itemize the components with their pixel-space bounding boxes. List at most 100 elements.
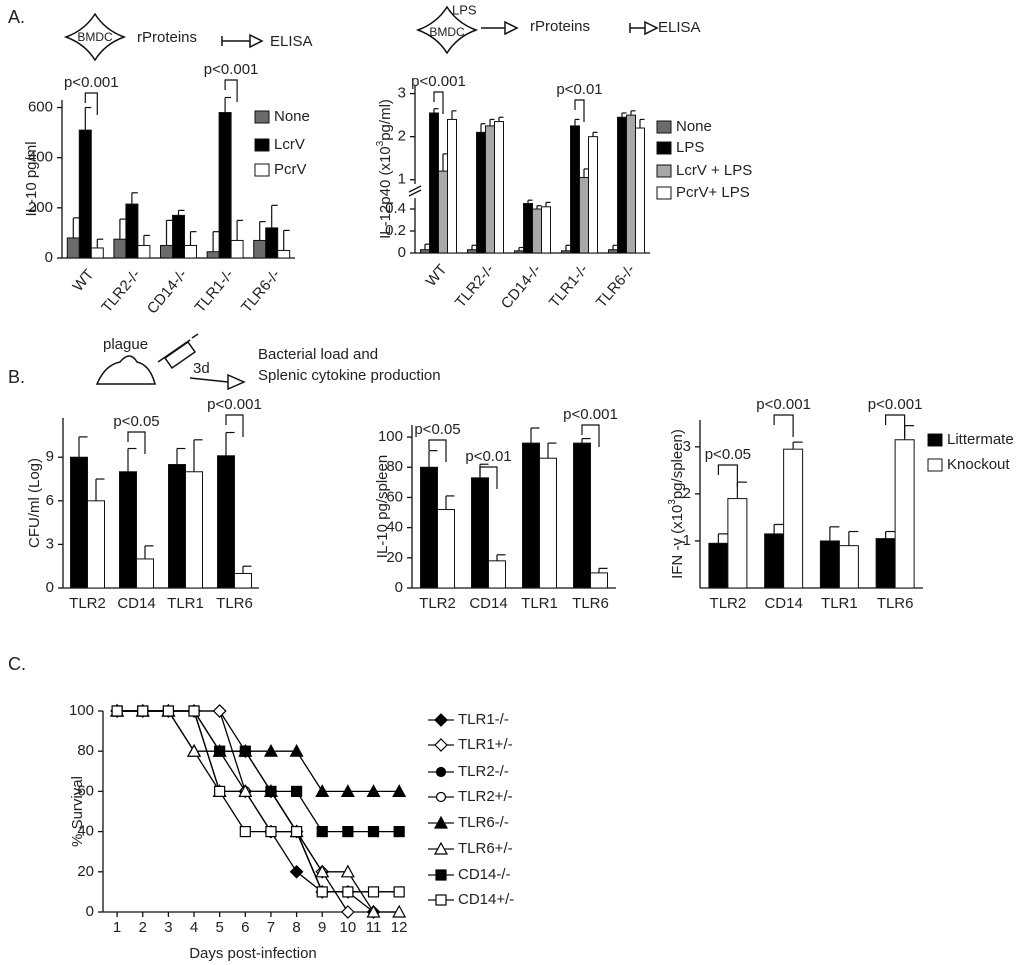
bar [875,538,896,589]
x-tick-label: TLR1 [521,595,558,612]
scheme-text: BMDC [77,30,113,44]
legend-swatch [656,164,672,178]
x-tick-label: 6 [241,919,249,936]
marker [289,743,304,757]
bar [438,170,448,254]
bar [420,466,438,589]
y-axis-label-part: IL-12p40 (x10 [377,146,394,239]
bar [277,249,291,259]
marker [188,705,200,717]
marker [392,784,407,797]
x-tick-label: TLR6 [572,595,609,612]
marker [137,705,149,717]
x-tick-label: 3 [164,919,172,936]
legend-label: CD14+/- [458,891,514,908]
significance-label: p<0.01 [465,448,511,465]
significance-bracket [225,414,244,437]
marker [367,886,380,898]
y-tick-label: 0.2 [385,222,406,239]
significance-label: p<0.05 [113,413,159,430]
bar [113,238,127,259]
y-tick-label: 0 [45,249,53,266]
legend-swatch [656,141,672,155]
significance-label: p<0.01 [556,81,602,98]
marker [342,886,354,898]
marker [239,825,251,838]
bar [532,208,542,254]
marker [290,785,303,798]
axis-break [408,185,422,193]
bar [136,558,154,589]
bar [617,116,627,254]
x-tick-label: CD14-/- [144,266,191,317]
y-tick-label: 600 [28,98,53,115]
bar [590,572,608,589]
y-axis-label-part: 3 [375,140,386,146]
scheme-text: ELISA [270,33,313,50]
bar [160,244,173,259]
x-tick-label: 5 [215,919,223,936]
y-axis-label-part: pg/spleen) [669,429,686,499]
legend-label: LcrV [274,136,305,153]
y-tick-label: 200 [28,199,53,216]
bar [570,125,580,254]
x-tick-label: 12 [391,919,408,936]
series-line [117,710,400,893]
bar [764,533,785,589]
scheme-text: BMDC [429,25,465,39]
x-tick-label: TLR1 [167,595,204,612]
marker [341,905,355,919]
x-tick-label: TLR6-/- [238,266,284,316]
legend-swatch [254,110,270,124]
bar [70,456,88,589]
scheme-text: rProteins [530,18,590,35]
marker [367,825,380,838]
bar [217,455,235,589]
marker [340,864,355,878]
marker [316,825,328,838]
x-tick-label: TLR1-/- [191,266,237,316]
y-tick-label: 100 [69,702,94,719]
bar [539,457,557,589]
bar [471,477,489,589]
bar [437,509,455,589]
legend-swatch [254,163,270,177]
significance-bracket [224,79,238,102]
x-tick-label: TLR2 [419,595,456,612]
x-tick-label: 4 [190,919,198,936]
scheme-text: ELISA [658,19,701,36]
bar [635,127,645,254]
x-tick-label: 7 [267,919,275,936]
y-tick-label: 0 [86,903,94,920]
marker [434,713,448,727]
bar [253,239,267,259]
significance-label: p<0.001 [64,74,119,91]
significance-bracket [773,414,794,437]
bar [125,203,139,259]
marker [393,886,405,898]
y-axis-label: IL-10 pg/ml [23,141,40,216]
x-tick-label: WT [423,261,451,290]
y-tick-label: 60 [77,782,94,799]
y-tick-label: 3 [46,535,54,552]
legend-label: LPS [676,139,704,156]
marker [435,766,447,778]
bar [579,177,589,254]
syringe [157,333,199,370]
bar [137,244,151,259]
marker [393,825,405,838]
x-tick-label: TLR1-/- [546,261,592,311]
bar [66,237,80,259]
marker [392,904,407,918]
bar [608,249,618,254]
significance-label: p<0.001 [207,396,262,413]
marker [187,743,202,757]
series-line [117,710,400,833]
significance-bracket [574,99,585,122]
scheme-text: plague [103,336,148,353]
x-tick-label: 8 [292,919,300,936]
y-tick-label: 2 [683,485,691,502]
y-tick-label: 60 [386,488,403,505]
bar [185,471,203,589]
y-tick-label: 20 [77,863,94,880]
